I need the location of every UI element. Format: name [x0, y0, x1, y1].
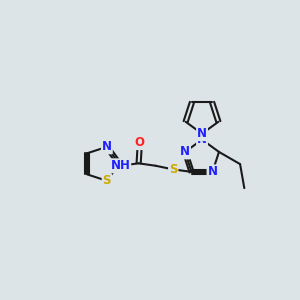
Text: S: S — [169, 163, 178, 176]
Text: N: N — [197, 133, 207, 146]
Text: N: N — [180, 146, 190, 158]
Text: S: S — [103, 174, 111, 187]
Text: N: N — [102, 140, 112, 153]
Text: NH: NH — [110, 159, 130, 172]
Text: N: N — [208, 165, 218, 178]
Text: O: O — [135, 136, 145, 149]
Text: N: N — [197, 127, 207, 140]
